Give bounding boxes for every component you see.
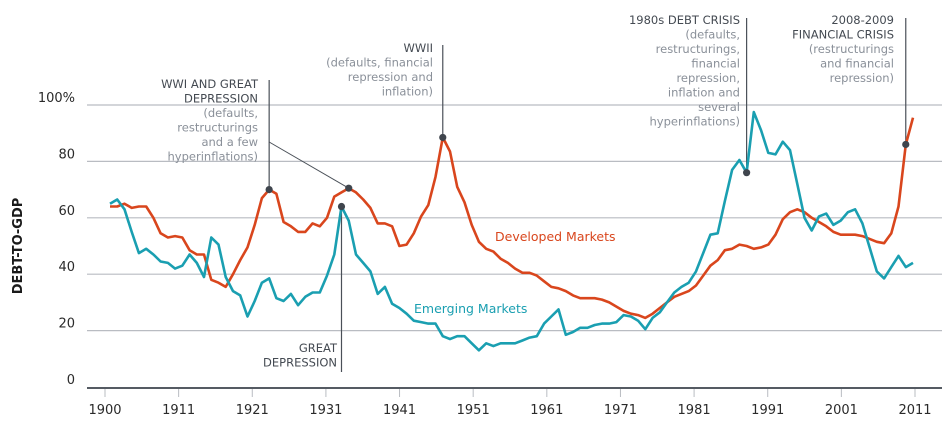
series-label-developed-markets: Developed Markets (495, 229, 616, 244)
series-line-emerging-markets (109, 110, 914, 352)
annotation-body: repression, (676, 71, 740, 85)
annotation-markers (265, 133, 910, 211)
series-label-emerging-markets: Emerging Markets (414, 301, 527, 316)
x-tick-label: 2011 (898, 403, 931, 418)
series-lines (109, 110, 915, 352)
gridlines (87, 104, 942, 332)
annotation-body: (defaults, (203, 106, 258, 120)
x-tick-label: 2001 (825, 403, 858, 418)
y-tick-label: 100% (38, 91, 75, 106)
annotation-body: financial (691, 57, 740, 71)
annotation-marker-dot (345, 184, 353, 192)
annotation-body: inflation) (382, 85, 433, 99)
annotation-title: WWII (403, 41, 433, 55)
y-tick-label: 60 (58, 204, 75, 219)
series-line-developed-markets (110, 117, 915, 320)
annotation-title: 2008-2009 (831, 13, 894, 27)
annotation-body: (defaults, financial (326, 56, 433, 70)
annotation-body: (defaults, (685, 28, 740, 42)
annotation-leaders (268, 18, 907, 372)
y-axis-label: DEBT-TO-GDP (11, 198, 26, 295)
x-tick-label: 1931 (309, 403, 342, 418)
y-tick-label: 20 (58, 317, 75, 332)
annotation-title: FINANCIAL CRISIS (792, 28, 894, 42)
annotation-body: restructurings (177, 121, 258, 135)
x-tick-label: 1941 (383, 403, 416, 418)
annotation-body: several (698, 100, 740, 114)
annotation-body: inflation and (668, 86, 740, 100)
annotation-body: repression) (830, 71, 894, 85)
annotation-body: and a few (201, 135, 258, 149)
annotation-marker-dot (337, 202, 346, 211)
annotation-texts: WWI AND GREATDEPRESSION(defaults,restruc… (161, 13, 894, 370)
x-tick-labels: 1900 1911 1921 1931 1941 1951 1961 1971 1981 1991… (88, 389, 932, 418)
annotation-title: DEPRESSION (263, 356, 337, 370)
annotation-title: 1980s DEBT CRISIS (629, 13, 740, 27)
annotation-debt-crisis-1980s: 1980s DEBT CRISIS(defaults,restructuring… (629, 13, 740, 129)
y-tick-label: 0 (67, 373, 75, 388)
annotation-marker-dot (902, 140, 910, 149)
annotation-body: and financial (820, 57, 894, 71)
x-tick-label: 1991 (751, 403, 784, 418)
annotation-body: (restructurings (809, 42, 894, 56)
annotation-title: GREAT (299, 341, 338, 355)
y-tick-label: 80 (58, 147, 75, 162)
x-tick-label: 1981 (678, 403, 711, 418)
annotation-body: restructurings, (656, 42, 740, 56)
annotation-body: hyperinflations) (168, 150, 258, 164)
x-tick-label: 1951 (457, 403, 490, 418)
annotation-body: hyperinflations) (650, 115, 740, 129)
x-tick-label: 1911 (162, 403, 195, 418)
x-tick-label: 1921 (236, 403, 269, 418)
annotation-title: DEPRESSION (184, 92, 258, 106)
annotation-marker-dot (439, 133, 447, 142)
y-tick-labels: 0 20 40 60 80 100% (38, 91, 75, 388)
x-tick-label: 1900 (88, 403, 121, 418)
annotation-title: WWI AND GREAT (161, 77, 259, 91)
annotation-marker-dot (743, 169, 751, 177)
y-tick-label: 40 (58, 260, 75, 275)
annotation-body: repression and (348, 70, 433, 84)
x-tick-label: 1971 (604, 403, 637, 418)
annotation-wwi: WWI AND GREATDEPRESSION(defaults,restruc… (161, 77, 259, 164)
x-tick-label: 1961 (530, 403, 563, 418)
annotation-marker-dot (265, 186, 273, 194)
annotation-connector-line (268, 141, 349, 189)
